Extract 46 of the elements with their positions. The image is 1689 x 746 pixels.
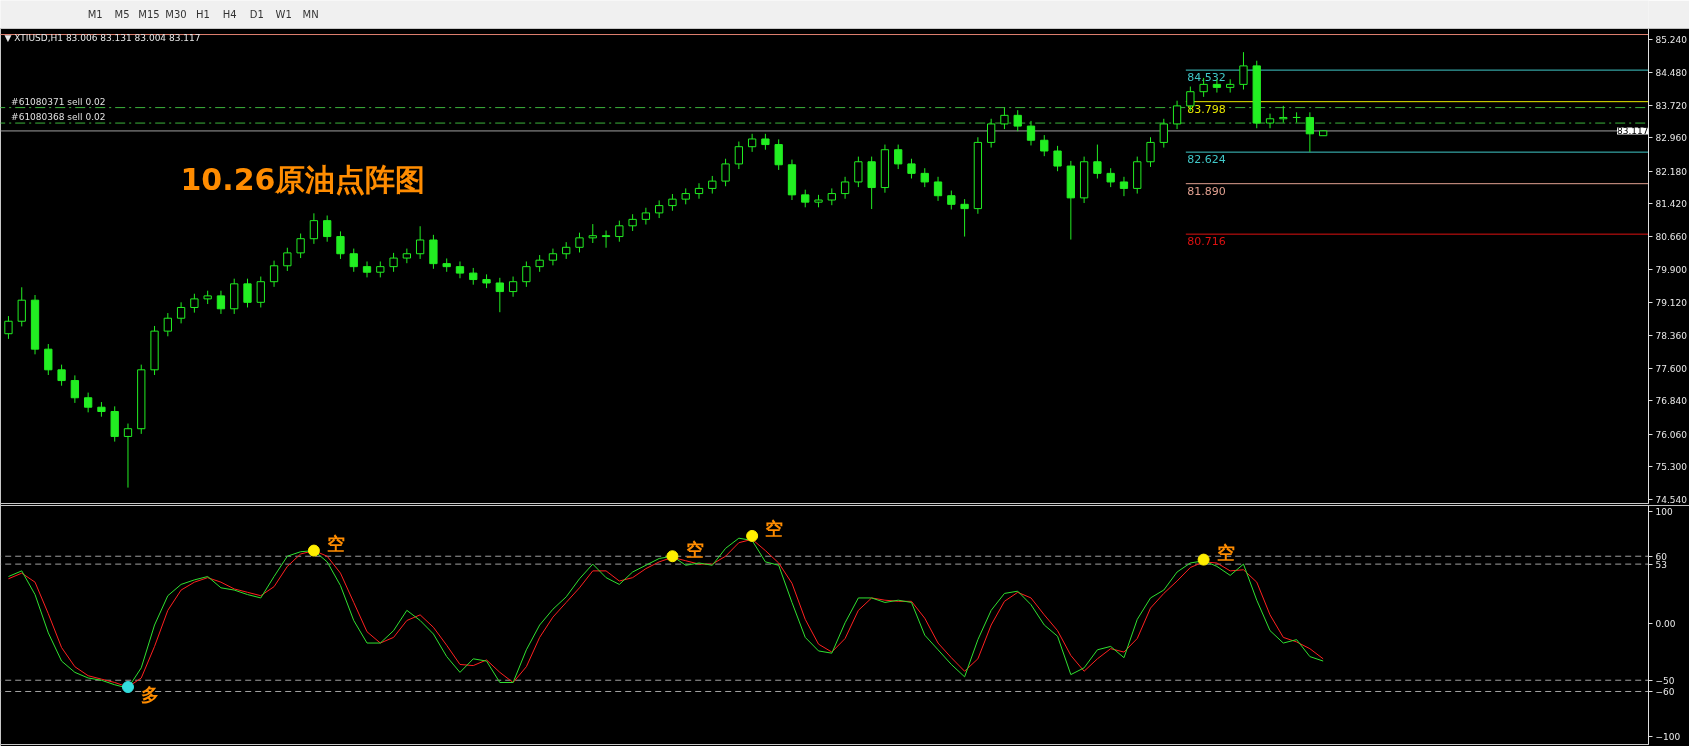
annotation: 83.117 <box>1617 126 1649 137</box>
annotation: ▼ XTIUSD,H1 83.006 83.131 83.004 83.117 <box>4 32 201 43</box>
y-tick-label: 76.060 <box>1655 429 1688 440</box>
ref-line-label: #61080368 sell 0.02 <box>11 112 106 123</box>
text: H4 <box>222 9 237 20</box>
data-label: 多 <box>141 683 160 705</box>
text: M15 <box>138 9 160 20</box>
ref-line-label: 84.532 <box>1187 71 1226 85</box>
y-tick-label: 75.300 <box>1655 462 1688 473</box>
y-tick-label: 100 <box>1655 506 1673 517</box>
data-label: 空 <box>1216 542 1235 564</box>
data-label: 空 <box>327 533 346 555</box>
y-tick-label: −50 <box>1655 675 1675 686</box>
text: M1 <box>87 9 103 20</box>
y-tick-label: 81.420 <box>1655 199 1688 210</box>
ref-line-label: #61080371 sell 0.02 <box>11 96 106 107</box>
ref-line-label: 83.798 <box>1187 102 1226 116</box>
text: M30 <box>165 9 187 20</box>
y-tick-label: −100 <box>1655 732 1681 743</box>
text: MN <box>302 9 319 20</box>
ref-line-label: 81.890 <box>1187 184 1226 198</box>
y-tick-label: 53 <box>1655 559 1667 570</box>
y-tick-label: 80.660 <box>1655 232 1688 243</box>
data-label: 空 <box>765 518 784 540</box>
y-tick-label: −60 <box>1655 687 1675 698</box>
ref-line-label: 80.716 <box>1187 235 1226 249</box>
data-label: 空 <box>685 538 704 560</box>
y-tick-label: 79.120 <box>1655 298 1688 309</box>
y-tick-label: 82.180 <box>1655 166 1688 177</box>
y-tick-label: 83.720 <box>1655 100 1688 111</box>
text: H1 <box>195 9 210 20</box>
text: D1 <box>249 9 264 20</box>
y-tick-label: 0.00 <box>1655 619 1676 630</box>
text: M5 <box>114 9 130 20</box>
y-tick-label: 74.540 <box>1655 495 1688 506</box>
y-tick-label: 79.900 <box>1655 264 1688 275</box>
y-tick-label: 82.960 <box>1655 133 1688 144</box>
y-tick-label: 76.840 <box>1655 396 1688 407</box>
y-tick-label: 84.480 <box>1655 67 1688 78</box>
text: W1 <box>275 9 292 20</box>
y-tick-label: 60 <box>1655 551 1668 562</box>
y-tick-label: 78.360 <box>1655 330 1688 341</box>
y-tick-label: 85.240 <box>1655 35 1688 46</box>
annotation: 10.26原油点阵图 <box>180 161 426 197</box>
y-tick-label: 77.600 <box>1655 363 1688 374</box>
ref-line-label: 82.624 <box>1187 153 1226 167</box>
